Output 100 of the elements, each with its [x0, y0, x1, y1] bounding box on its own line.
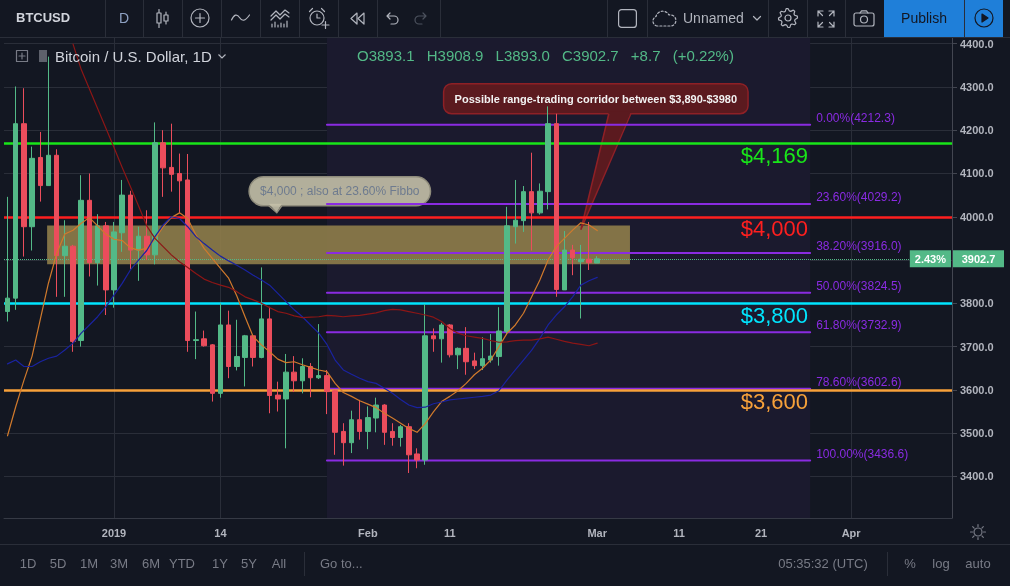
ref-line-label: $3,600 — [740, 389, 808, 415]
text: 5Y — [241, 556, 257, 572]
candlestick — [46, 56, 51, 187]
y-tick-label: 3400.0 — [960, 470, 994, 483]
candlestick — [349, 410, 354, 454]
candlestick — [537, 182, 543, 216]
candlestick — [414, 447, 420, 469]
text: Go to... — [320, 556, 363, 572]
candlestick — [201, 330, 207, 348]
annotation: 2.43% — [914, 252, 947, 265]
candlestick — [554, 113, 559, 298]
candlestick — [447, 323, 453, 358]
candlestick — [316, 323, 321, 380]
ref-line-label: $3,800 — [740, 302, 808, 328]
candlestick — [332, 389, 338, 456]
candlestick — [431, 327, 436, 353]
x-tick-label: 11 — [673, 526, 685, 539]
candlestick — [529, 152, 534, 252]
text: BTCUSD — [16, 10, 71, 26]
text: log — [932, 556, 950, 572]
candlestick — [87, 172, 92, 277]
text: D — [118, 9, 130, 27]
candlestick — [480, 336, 485, 371]
candlestick — [128, 190, 133, 270]
candlestick — [341, 422, 346, 467]
candlestick — [308, 362, 313, 398]
candlestick — [521, 185, 526, 233]
series-label: 50.00%(3824.5) — [816, 278, 902, 293]
candlestick — [275, 381, 281, 413]
y-tick-label: 3700.0 — [960, 340, 994, 353]
candlestick — [472, 352, 477, 370]
x-tick-label: 21 — [754, 526, 768, 539]
text: Bitcoin / U.S. Dollar, 1D — [55, 47, 212, 65]
candlestick — [226, 310, 231, 379]
y-tick-label: 4100.0 — [960, 167, 994, 180]
candlestick — [210, 343, 215, 403]
candlestick — [390, 422, 395, 447]
y-tick-label: 4200.0 — [960, 124, 994, 137]
candlestick — [513, 179, 518, 245]
y-tick-label: 3500.0 — [960, 427, 994, 440]
text: 1D — [19, 556, 37, 572]
candlestick — [185, 153, 190, 353]
candlestick — [103, 221, 109, 316]
text: All — [271, 556, 287, 572]
text: O3893.1 H3908.9 L3893.0 C3902.7 +8.7 (+0.22%) — [357, 46, 734, 66]
candlestick — [300, 357, 305, 394]
ref-line-label: $4,169 — [740, 143, 808, 169]
candlestick — [250, 334, 256, 368]
series-label: 38.20%(3916.0) — [816, 239, 902, 254]
candlestick — [291, 355, 297, 393]
candlestick — [119, 179, 125, 253]
candlestick — [463, 326, 469, 376]
text: Publish — [901, 9, 947, 27]
candlestick — [439, 322, 444, 364]
candlestick — [382, 403, 387, 446]
text: % — [904, 556, 916, 572]
series-label: 23.60%(4029.2) — [816, 190, 902, 205]
text: 5D — [49, 556, 67, 572]
x-tick-label: Mar — [587, 526, 608, 539]
candlestick — [570, 244, 575, 276]
candlestick — [193, 311, 199, 360]
text: auto — [965, 556, 991, 572]
candlestick — [586, 221, 592, 271]
x-tick-label: Feb — [358, 526, 378, 539]
text: 6M — [141, 556, 161, 572]
candlestick — [234, 319, 240, 371]
candlestick — [70, 244, 76, 353]
candlestick — [455, 346, 461, 370]
candlestick — [242, 334, 248, 387]
candlestick — [398, 424, 403, 448]
candlestick — [365, 405, 371, 450]
ref-line-label: $4,000 — [740, 216, 808, 242]
candlestick — [136, 226, 141, 282]
text: Unnamed — [683, 9, 744, 27]
x-tick-label: Apr — [841, 526, 862, 539]
candlestick — [21, 87, 27, 258]
candlestick — [29, 146, 35, 252]
annotation: $4,000 ; also at 23.60% Fibbo — [260, 184, 420, 199]
candlestick — [357, 399, 362, 441]
series-label: 100.00%(3436.6) — [816, 446, 909, 461]
series-label: 0.00%(4212.3) — [816, 110, 895, 125]
annotation: Possible range-trading corridor between $3,890-$3980 — [454, 92, 738, 105]
series-label: 78.60%(3602.6) — [816, 374, 902, 389]
y-tick-label: 3800.0 — [960, 297, 994, 310]
candlestick — [38, 131, 43, 203]
y-tick-label: 4300.0 — [960, 80, 994, 93]
candlestick — [406, 422, 412, 474]
x-tick-label: 14 — [214, 526, 228, 539]
candlestick — [373, 397, 379, 433]
candlestick — [169, 123, 174, 193]
candlestick — [267, 306, 272, 414]
candlestick — [54, 148, 59, 298]
x-tick-label: 11 — [443, 526, 456, 539]
text: 1Y — [212, 556, 228, 572]
candlestick — [422, 303, 428, 466]
candlestick — [324, 369, 330, 415]
y-tick-label: 3600.0 — [960, 383, 994, 396]
x-tick-label: 2019 — [101, 526, 127, 539]
candlestick — [259, 266, 264, 359]
y-tick-label: 4000.0 — [960, 210, 994, 223]
